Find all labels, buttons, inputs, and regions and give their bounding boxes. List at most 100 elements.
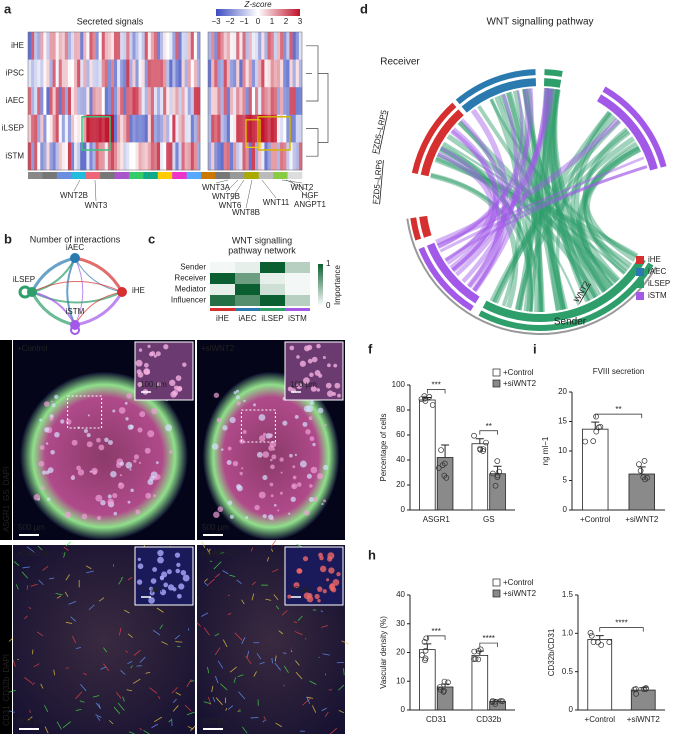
cell	[65, 419, 72, 425]
cell	[304, 510, 310, 516]
heat-cell	[169, 87, 173, 116]
ribbon	[506, 91, 568, 310]
cluster-strip	[186, 172, 202, 179]
heat-cell	[31, 87, 35, 116]
ligand-label: FZD5–LRP6	[371, 159, 384, 205]
heat-cell	[166, 87, 170, 116]
inset-cell	[137, 372, 144, 378]
ribbon	[466, 108, 509, 289]
vessel	[253, 671, 257, 677]
inset-cell	[182, 574, 190, 582]
heat-cell	[37, 114, 41, 143]
y-axis-label: Percentage of cells	[379, 413, 388, 481]
node-label: iSTM	[66, 307, 85, 316]
heat-cell	[217, 87, 221, 116]
ribbon	[551, 88, 609, 292]
cell	[118, 407, 126, 414]
importance-cell	[235, 284, 260, 295]
heat-cell	[141, 114, 146, 143]
heat-cell	[71, 59, 75, 88]
vessel	[263, 716, 267, 722]
vessel	[175, 692, 182, 696]
heat-cell	[98, 32, 103, 60]
y-tick-label: 40	[396, 590, 405, 599]
inset-cell	[317, 598, 321, 603]
cell	[262, 432, 267, 436]
heat-cell	[187, 142, 192, 171]
highlight	[257, 116, 291, 151]
y-tick-label: 60	[396, 430, 405, 439]
heat-cell	[92, 142, 96, 171]
point	[636, 461, 642, 468]
cell	[227, 500, 233, 506]
inset-cell	[150, 351, 156, 356]
cell	[279, 491, 283, 495]
scale-label: 500 µm	[18, 523, 45, 532]
vessel	[246, 650, 250, 658]
heat-cell	[107, 87, 112, 116]
heat-cell	[67, 114, 72, 143]
cell	[213, 511, 220, 519]
cell	[324, 424, 327, 427]
vessel	[217, 660, 224, 669]
vessel	[154, 716, 163, 723]
heat-cell	[283, 32, 287, 60]
heat-cell	[196, 32, 201, 60]
heat-cell	[295, 114, 300, 143]
heat-cell	[150, 32, 155, 60]
x-tick-label: ASGR1	[423, 515, 451, 524]
heat-cell	[132, 87, 136, 116]
cell	[130, 488, 134, 493]
cell	[133, 459, 137, 463]
sig-label: ***	[432, 381, 441, 390]
cell	[299, 460, 307, 468]
chord-title: WNT signalling pathway	[486, 17, 593, 28]
scale-tick: −2	[225, 17, 235, 26]
cell	[89, 470, 92, 473]
vessel	[190, 725, 196, 732]
heat-cell	[169, 32, 173, 60]
bar	[630, 689, 656, 711]
ribbon	[498, 95, 617, 284]
gene-label: HGF	[302, 191, 319, 200]
ribbon	[451, 88, 555, 272]
legend-label: +Control	[503, 368, 534, 377]
heat-cell	[46, 142, 50, 171]
heat-cell	[184, 87, 189, 116]
row-label: iSTM	[5, 151, 24, 160]
heat-cell	[229, 142, 234, 171]
importance-cell	[210, 284, 235, 295]
cell	[139, 411, 146, 418]
scale-label: 500 µm	[202, 717, 229, 726]
vessel	[48, 577, 55, 580]
heat-cell	[211, 32, 215, 60]
heatmap-title: Secreted signals	[77, 16, 144, 26]
cell	[229, 514, 234, 519]
inset-cell	[178, 583, 185, 590]
cell	[118, 482, 122, 486]
y-axis-label: Vascular density (%)	[379, 616, 388, 689]
vessel	[65, 621, 73, 624]
importance-cell	[285, 273, 310, 284]
cell	[133, 454, 140, 460]
inset-cell	[157, 549, 164, 557]
vessel	[161, 641, 168, 645]
heat-cell	[135, 59, 139, 88]
heat-cell	[226, 142, 231, 171]
heat-cell	[67, 59, 72, 88]
sector-outer	[410, 217, 422, 241]
heat-cell	[153, 59, 158, 88]
vessel	[118, 578, 123, 585]
inset-cell	[326, 556, 333, 562]
point	[640, 474, 647, 481]
heat-cell	[196, 142, 201, 171]
heat-cell	[92, 114, 96, 143]
edge	[31, 281, 123, 293]
heat-cell	[135, 142, 139, 171]
heat-cell	[43, 142, 47, 171]
vessel	[65, 541, 72, 547]
heat-cell	[289, 114, 293, 143]
ribbon	[512, 90, 562, 311]
panel-label: b	[4, 231, 12, 246]
scale-label: 500 µm	[202, 523, 229, 532]
